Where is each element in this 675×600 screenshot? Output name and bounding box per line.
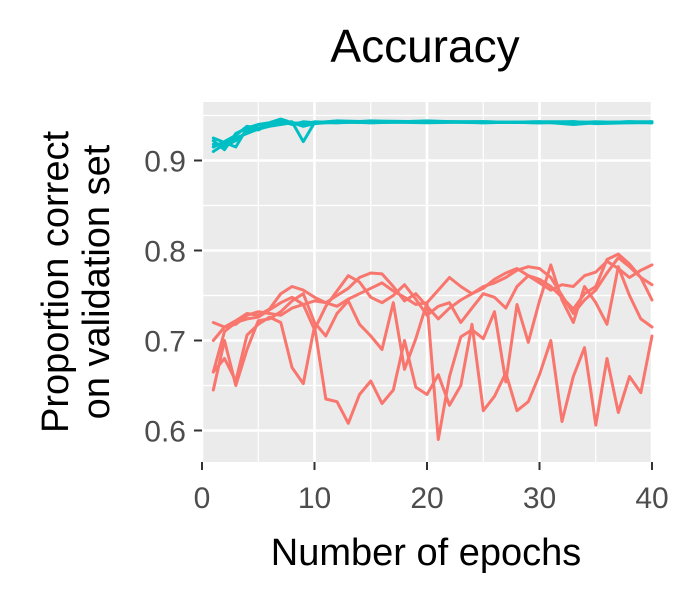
x-tick-label: 30 (523, 482, 556, 515)
y-tick-label: 0.6 (144, 416, 186, 449)
x-tick-label: 40 (635, 482, 668, 515)
y-axis-title: Proportion correct on validation set (35, 131, 118, 433)
chart-title: Accuracy (330, 20, 519, 72)
series-line-high-5 (211, 120, 654, 148)
y-tick-label: 0.9 (144, 146, 186, 179)
axis-ticks (194, 159, 653, 470)
x-tick-label: 10 (298, 482, 331, 515)
x-axis-tick-labels: 0 10 20 30 40 (194, 482, 669, 515)
grid-major (200, 102, 654, 462)
y-axis-tick-labels: 0.6 0.7 0.8 0.9 (144, 146, 186, 449)
x-tick-label: 20 (410, 482, 443, 515)
x-tick-label: 0 (194, 482, 211, 515)
y-tick-label: 0.7 (144, 326, 186, 359)
series-line-low-6 (211, 259, 654, 329)
series-layer (211, 117, 654, 441)
y-tick-label: 0.8 (144, 236, 186, 269)
y-axis-title-line-2: on validation set (76, 144, 118, 419)
y-axis-title-line-1: Proportion correct (35, 131, 77, 433)
x-axis-title: Number of epochs (271, 532, 582, 574)
series-line-low-9 (211, 263, 654, 441)
series-line-low-10 (211, 315, 654, 427)
